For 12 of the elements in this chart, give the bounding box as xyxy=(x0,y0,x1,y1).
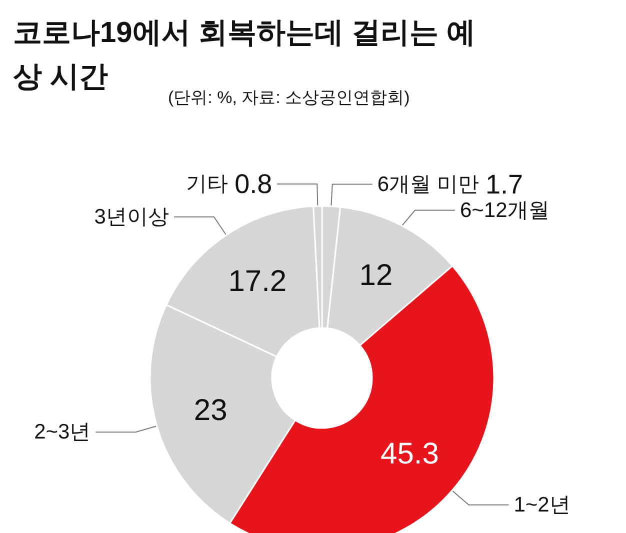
slice-label: 3년이상 xyxy=(94,205,169,228)
data-label: 0.8 xyxy=(234,169,272,200)
slice-label: 2~3년 xyxy=(34,420,91,444)
slice-label: 기타 xyxy=(186,172,228,196)
data-label: 1.7 xyxy=(486,169,524,200)
slice-label: 6개월 미만 xyxy=(377,172,479,196)
data-label: 17.2 xyxy=(228,265,287,298)
data-label: 45.3 xyxy=(380,437,439,470)
slice-label: 6~12개월 xyxy=(460,198,550,222)
slice-label: 1~2년 xyxy=(514,493,570,516)
data-label: 23 xyxy=(194,394,228,427)
data-label: 12 xyxy=(359,258,393,292)
